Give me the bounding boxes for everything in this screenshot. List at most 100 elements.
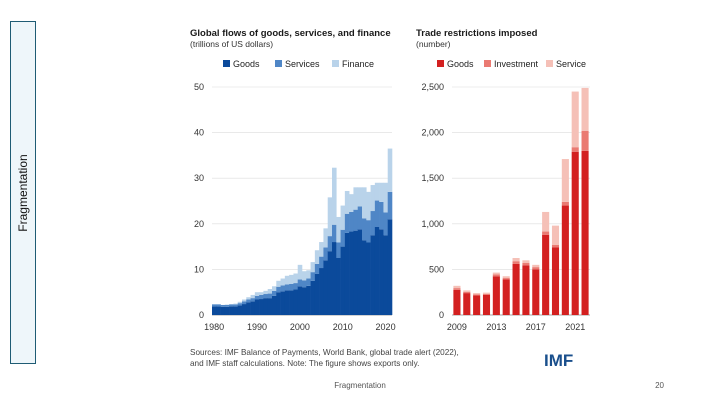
restrictions-y-tick-label: 500 bbox=[429, 264, 444, 274]
flows-bar-services bbox=[293, 283, 299, 290]
flows-bar-finance bbox=[280, 278, 286, 286]
legend-label-services: Services bbox=[285, 59, 320, 69]
flows-x-tick-label: 2010 bbox=[333, 322, 353, 332]
flows-x-tick-label: 2020 bbox=[376, 322, 396, 332]
flows-bar-goods bbox=[220, 306, 226, 315]
flows-bar-finance bbox=[383, 182, 389, 213]
flows-bar-goods bbox=[387, 219, 393, 315]
restrictions-x-tick-label: 2021 bbox=[565, 322, 585, 332]
restrictions-legend: Goods Investment Service bbox=[437, 59, 586, 69]
legend-label-r-goods: Goods bbox=[447, 59, 474, 69]
restrictions-bar-goods bbox=[453, 289, 461, 315]
flows-bar-finance bbox=[370, 185, 376, 212]
restrictions-bar-service bbox=[522, 260, 530, 264]
flows-bar-services bbox=[259, 294, 264, 300]
flows-bar-goods bbox=[302, 287, 307, 315]
flows-bar-services bbox=[366, 220, 371, 243]
flows-bar-services bbox=[340, 229, 346, 247]
flows-bar-goods bbox=[349, 231, 354, 315]
flows-chart-subtitle: (trillions of US dollars) bbox=[190, 39, 273, 49]
flows-legend: Goods Services Finance bbox=[223, 59, 374, 69]
flows-bar-finance bbox=[340, 205, 346, 230]
restrictions-bar-goods bbox=[532, 269, 540, 315]
restrictions-bar-service bbox=[551, 225, 560, 245]
flows-y-tick-label: 40 bbox=[194, 128, 204, 138]
restrictions-chart-subtitle: (number) bbox=[416, 39, 451, 49]
flows-bar-goods bbox=[280, 291, 286, 315]
flows-bar-finance bbox=[272, 286, 277, 291]
flows-bar-services bbox=[276, 286, 281, 293]
flows-bar-finance bbox=[310, 262, 316, 273]
flows-x-tick-label: 2000 bbox=[290, 322, 310, 332]
flows-bar-goods bbox=[353, 230, 359, 315]
flows-bar-goods bbox=[293, 289, 299, 315]
flows-bar-finance bbox=[267, 289, 273, 294]
flows-bar-goods bbox=[263, 298, 269, 315]
flows-bar-goods bbox=[272, 295, 277, 315]
flows-bar-finance bbox=[374, 182, 380, 201]
restrictions-bar-goods bbox=[571, 151, 579, 315]
flows-bar-services bbox=[349, 211, 354, 232]
restrictions-bar-investment bbox=[482, 293, 491, 295]
flows-bar-services bbox=[289, 283, 294, 291]
flows-bar-services bbox=[336, 242, 341, 258]
flows-bars bbox=[212, 148, 393, 315]
flows-bar-finance bbox=[237, 301, 243, 304]
restrictions-bar-investment bbox=[453, 288, 461, 290]
restrictions-bar-investment bbox=[502, 278, 510, 280]
flows-bar-finance bbox=[336, 216, 341, 243]
restrictions-gridlines bbox=[452, 86, 590, 316]
restrictions-bar-investment bbox=[561, 201, 569, 206]
flows-bar-goods bbox=[246, 302, 251, 315]
legend-swatch-goods bbox=[223, 60, 230, 67]
restrictions-bar-investment bbox=[522, 263, 530, 266]
restrictions-bar-investment bbox=[581, 130, 589, 151]
flows-y-tick-label: 10 bbox=[194, 264, 204, 274]
flows-bar-goods bbox=[306, 285, 311, 315]
legend-swatch-r-goods bbox=[437, 60, 444, 67]
restrictions-bar-investment bbox=[542, 231, 550, 235]
side-label-box: Fragmentation bbox=[10, 21, 36, 364]
flows-bar-finance bbox=[353, 187, 359, 210]
restrictions-bar-goods bbox=[542, 234, 550, 315]
flows-bar-services bbox=[374, 200, 380, 227]
flows-bar-services bbox=[387, 191, 393, 220]
flows-bar-goods bbox=[319, 268, 324, 315]
flows-bar-finance bbox=[387, 148, 393, 192]
restrictions-bar-service bbox=[482, 292, 491, 294]
restrictions-bar-service bbox=[453, 285, 461, 289]
flows-x-ticks: 1980 1990 2000 2010 2020 bbox=[204, 322, 395, 332]
legend-label-finance: Finance bbox=[342, 59, 374, 69]
flows-bar-services bbox=[229, 304, 234, 307]
flows-bar-goods bbox=[259, 299, 264, 315]
restrictions-y-tick-label: 1,000 bbox=[421, 219, 444, 229]
restrictions-bar-investment bbox=[473, 294, 481, 296]
flows-bar-services bbox=[216, 304, 221, 307]
flows-bar-goods bbox=[332, 242, 337, 315]
restrictions-bar-goods bbox=[551, 247, 560, 315]
flows-bar-finance bbox=[284, 275, 290, 285]
flows-bar-finance bbox=[349, 194, 354, 212]
restrictions-bar-goods bbox=[473, 295, 481, 315]
restrictions-bars bbox=[453, 87, 589, 315]
flows-bar-finance bbox=[362, 187, 367, 219]
flows-bar-finance bbox=[242, 299, 247, 302]
flows-bar-goods bbox=[289, 290, 294, 315]
flows-bar-goods bbox=[379, 229, 384, 315]
imf-logo: IMF bbox=[544, 351, 573, 370]
restrictions-bar-service bbox=[561, 159, 569, 202]
restrictions-bar-goods bbox=[492, 276, 500, 315]
flows-x-tick-label: 1990 bbox=[247, 322, 267, 332]
flows-bar-goods bbox=[224, 306, 230, 315]
flows-bar-goods bbox=[212, 306, 217, 315]
restrictions-bar-service bbox=[581, 87, 589, 131]
restrictions-bar-goods bbox=[512, 263, 520, 315]
flows-bar-finance bbox=[332, 167, 337, 225]
flows-bar-services bbox=[370, 211, 376, 236]
flows-bar-goods bbox=[366, 242, 371, 315]
flows-bar-finance bbox=[263, 290, 269, 295]
restrictions-bar-service bbox=[571, 91, 579, 148]
flows-bar-services bbox=[314, 263, 320, 274]
flows-bar-goods bbox=[314, 273, 320, 315]
source-note-line-2: and IMF staff calculations. Note: The fi… bbox=[190, 359, 419, 368]
